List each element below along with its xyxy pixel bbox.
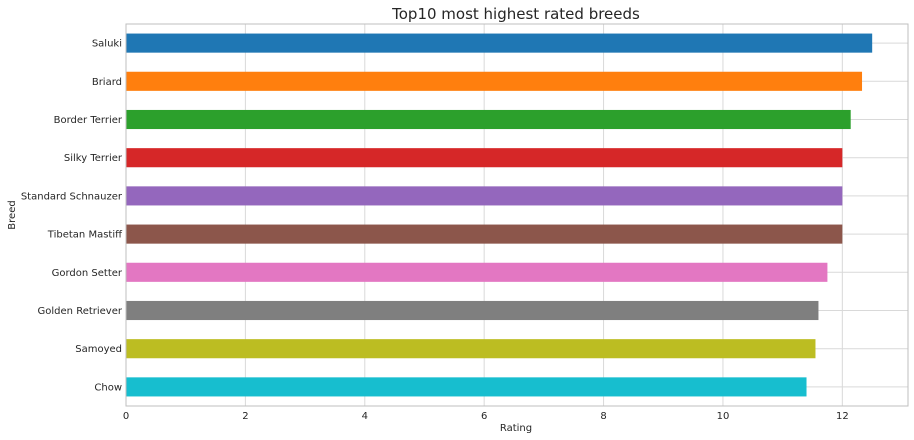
- bar-tibetan-mastiff: [126, 224, 843, 244]
- bar-golden-retriever: [126, 300, 819, 321]
- x-tick-label: 6: [481, 411, 487, 422]
- bar-samoyed: [126, 339, 816, 359]
- x-tick-label: 12: [836, 411, 849, 422]
- y-tick-label: Saluki: [92, 39, 122, 50]
- bar-border-terrier: [126, 109, 851, 130]
- y-tick-label: Standard Schnauzer: [21, 191, 123, 202]
- y-tick-label: Border Terrier: [54, 115, 123, 126]
- x-tick-labels: 0 2 4 6 8 10 12: [123, 411, 849, 422]
- y-tick-label: Golden Retriever: [38, 306, 123, 317]
- y-tick-label: Silky Terrier: [64, 153, 123, 164]
- plot-frame: [125, 23, 909, 407]
- y-tick-labels: Saluki Briard Border Terrier Silky Terrier S…: [21, 39, 123, 394]
- y-tick-label: Samoyed: [75, 344, 122, 355]
- bar-standard-schnauzer: [126, 186, 843, 206]
- bar-gordon-setter: [126, 262, 828, 282]
- x-tick-label: 4: [362, 411, 368, 422]
- x-axis-label: Rating: [500, 423, 532, 434]
- y-tick-label: Gordon Setter: [52, 268, 123, 279]
- x-tick-label: 2: [242, 411, 248, 422]
- bar-briard: [126, 71, 863, 91]
- y-tick-label: Tibetan Mastiff: [47, 230, 123, 241]
- bar-saluki: [126, 33, 873, 53]
- y-tick-label: Chow: [94, 382, 122, 393]
- chart-title: Top10 most highest rated breeds: [391, 5, 640, 23]
- y-tick-label: Briard: [92, 77, 122, 88]
- x-tick-label: 0: [123, 411, 129, 422]
- y-axis-label: Breed: [7, 200, 18, 229]
- x-tick-label: 10: [717, 411, 730, 422]
- x-tick-label: 8: [600, 411, 606, 422]
- bar-chow: [126, 377, 807, 397]
- bars: [126, 33, 873, 397]
- bar-silky-terrier: [126, 148, 843, 168]
